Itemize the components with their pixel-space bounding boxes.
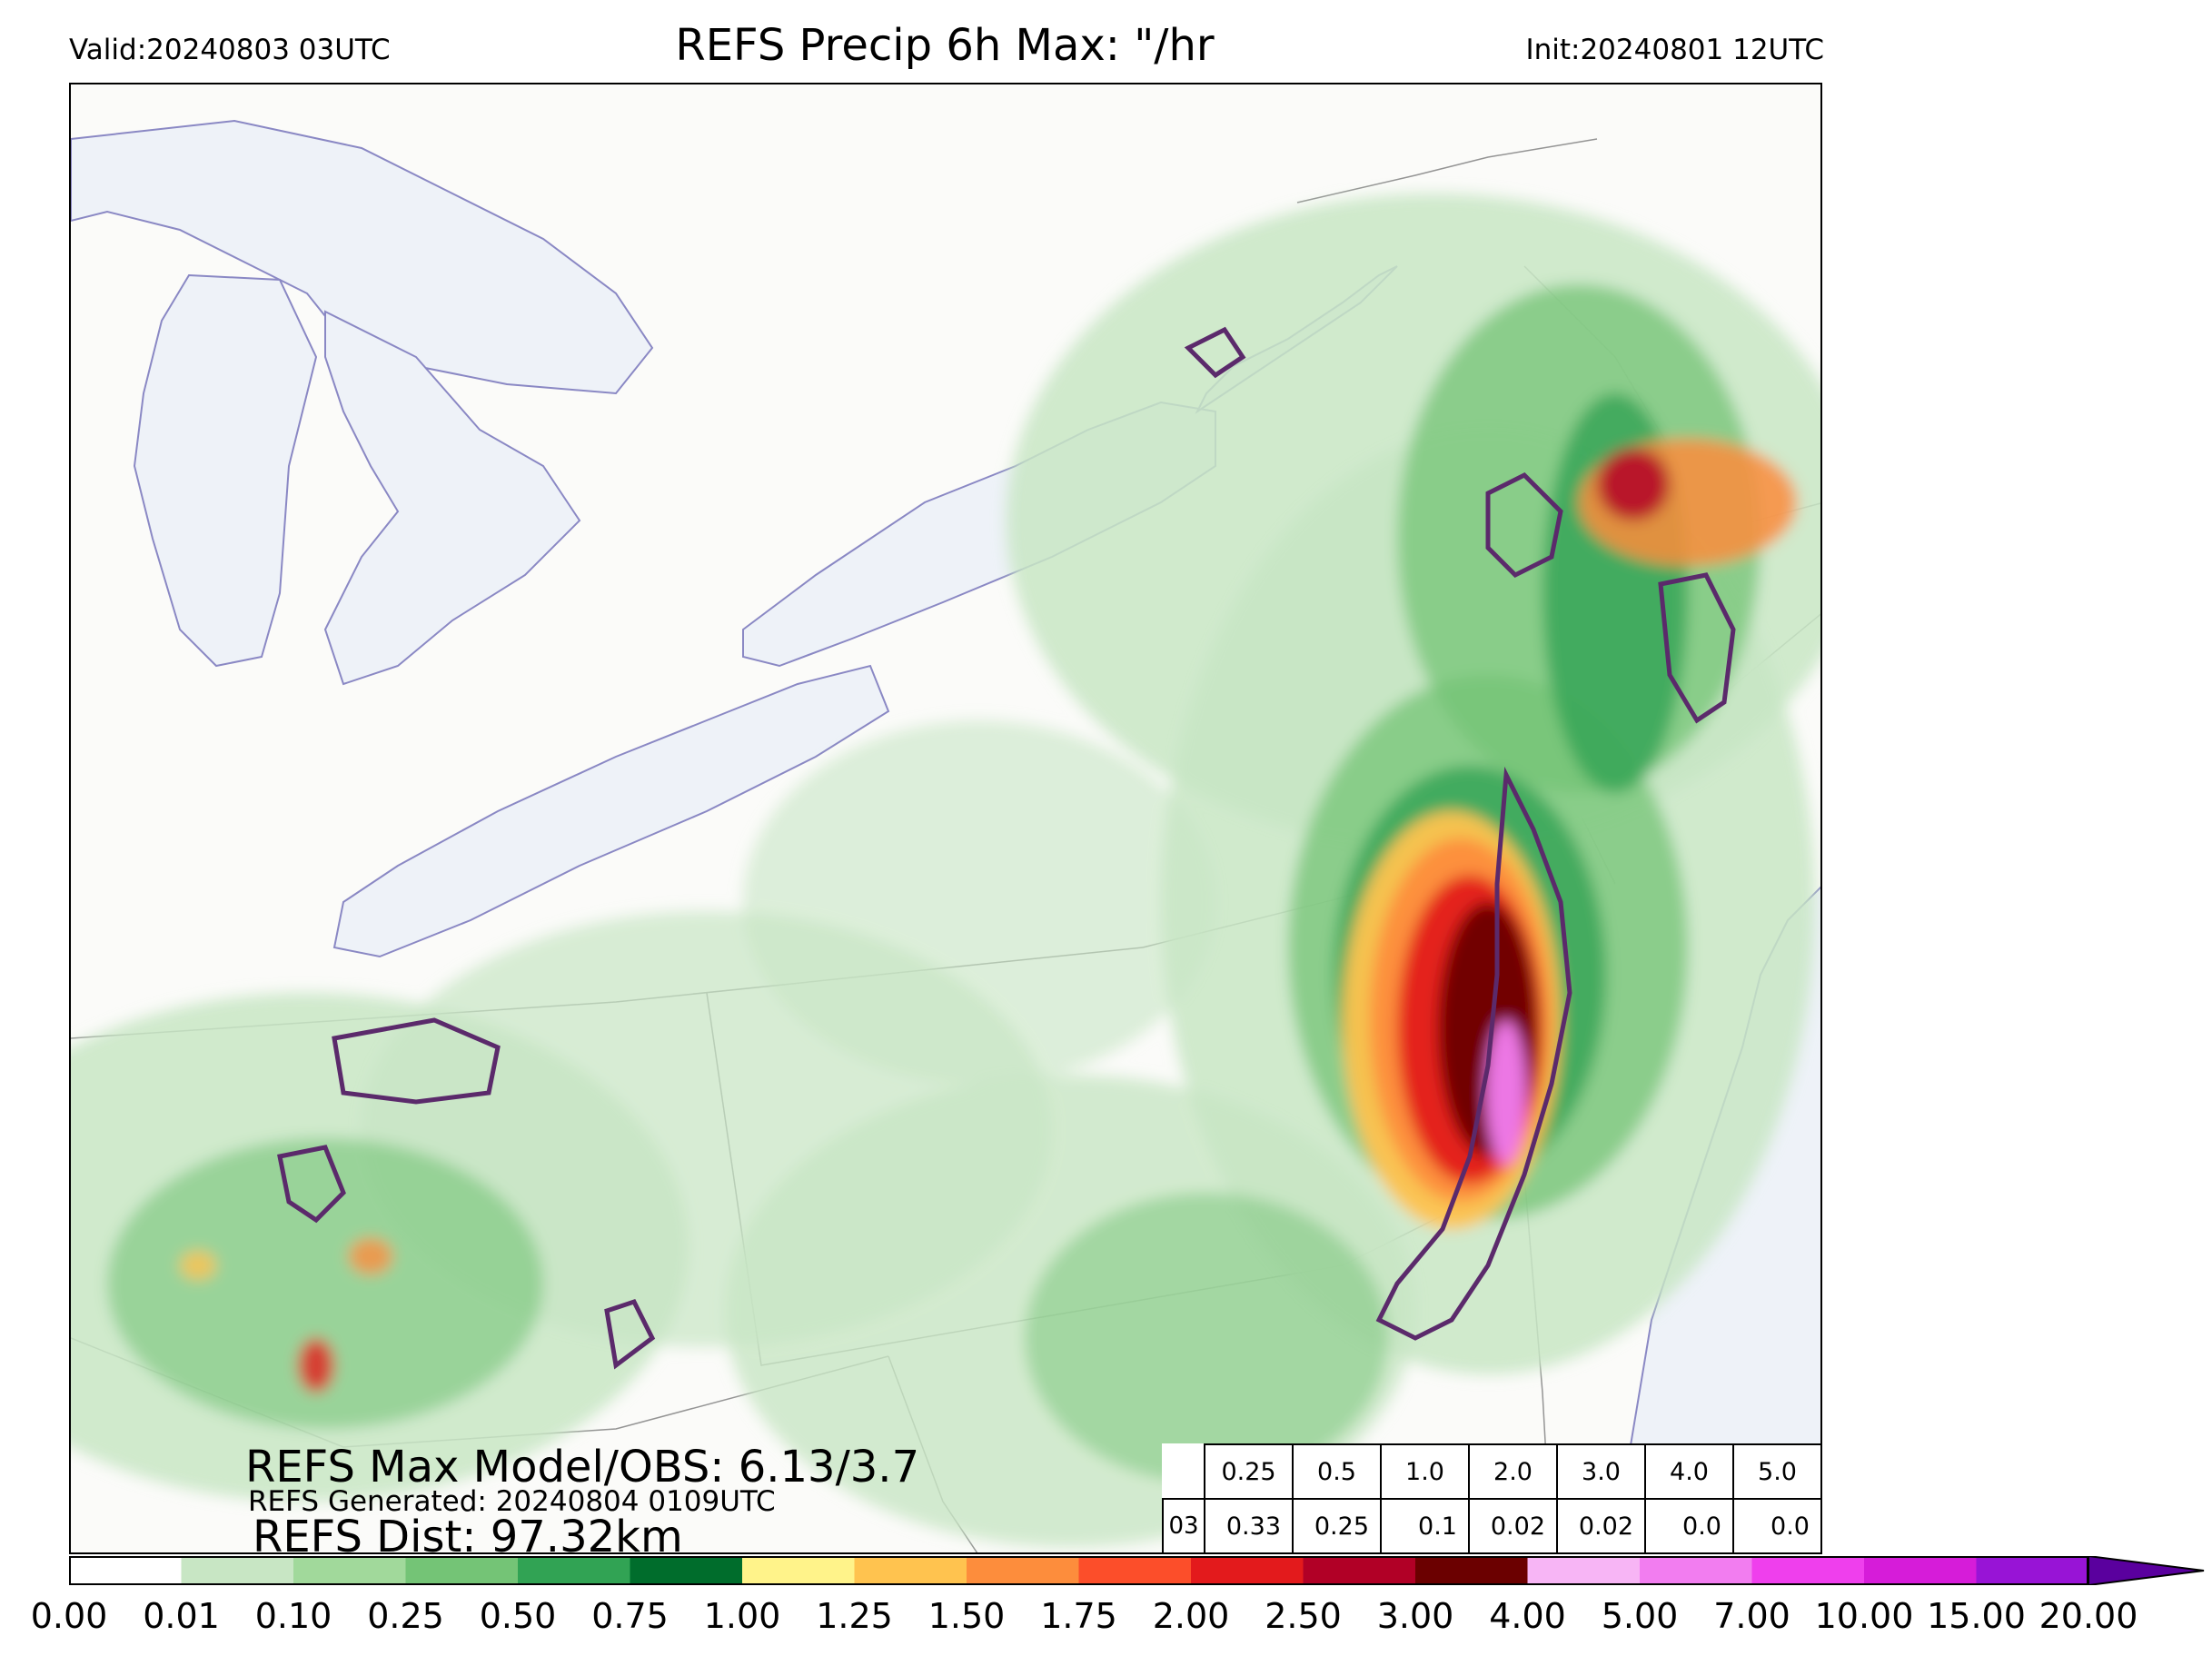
colorbar-tick-label: 0.25: [367, 1596, 444, 1636]
hour-cell: 03: [1162, 1498, 1205, 1552]
colorbar-segment: [854, 1556, 967, 1585]
colorbar-segment: [1303, 1556, 1415, 1585]
threshold-cell: 5.0: [1732, 1443, 1820, 1500]
colorbar-segment: [405, 1556, 518, 1585]
value-cell: 0.33: [1204, 1498, 1294, 1552]
colorbar-tick-label: 0.50: [479, 1596, 557, 1636]
colorbar-tick-label: 2.00: [1152, 1596, 1230, 1636]
map-graphic: [71, 119, 1820, 1552]
generated-label: REFS Generated: 20240804 0109UTC: [248, 1485, 776, 1518]
value-cell: 0.1: [1380, 1498, 1470, 1552]
value-cell: 0.25: [1292, 1498, 1382, 1552]
valid-time-label: Valid:20240803 03UTC: [69, 34, 391, 66]
colorbar-tick-label: 1.00: [703, 1596, 781, 1636]
lake-superior: [71, 119, 654, 395]
init-time-label: Init:20240801 12UTC: [1525, 34, 1824, 66]
colorbar-tick-label: 15.00: [1927, 1596, 2026, 1636]
colorbar-tick-label: 1.75: [1040, 1596, 1117, 1636]
precip-map: REFS Max Model/OBS: 6.13/3.7 REFS Genera…: [69, 83, 1822, 1554]
colorbar-tick-label: 0.00: [30, 1596, 108, 1636]
table-corner: [1163, 1444, 1205, 1499]
max-model-obs-label: REFS Max Model/OBS: 6.13/3.7: [245, 1442, 920, 1492]
value-cell: 0.0: [1732, 1498, 1820, 1552]
colorbar-segment: [1976, 1556, 2088, 1585]
chart-title: REFS Precip 6h Max: "/hr: [675, 20, 1215, 71]
colorbar-tick-label: 10.00: [1814, 1596, 1914, 1636]
colorbar-segment: [1751, 1556, 1864, 1585]
colorbar-segment: [1527, 1556, 1640, 1585]
colorbar-tick-label: 2.50: [1265, 1596, 1342, 1636]
colorbar-segment: [1415, 1556, 1528, 1585]
precip-shading: [71, 193, 1820, 1547]
threshold-cell: 4.0: [1644, 1443, 1734, 1500]
colorbar-segment: [69, 1556, 182, 1585]
threshold-cell: 0.5: [1292, 1443, 1382, 1500]
obs-contours: [277, 326, 1736, 1370]
value-cell: 0.02: [1468, 1498, 1558, 1552]
probability-table: 0.25 0.5 1.0 2.0 3.0 4.0 5.0 03 0.33 0.2…: [1162, 1443, 1820, 1552]
colorbar-segment: [1640, 1556, 1752, 1585]
colorbar-segment: [293, 1556, 406, 1585]
colorbar-tick-label: 0.10: [254, 1596, 332, 1636]
colorbar-tick-label: 0.75: [591, 1596, 669, 1636]
colorbar-tick-label: 1.50: [927, 1596, 1006, 1636]
threshold-cell: 1.0: [1380, 1443, 1470, 1500]
value-row: 03 0.33 0.25 0.1 0.02 0.02 0.0 0.0: [1162, 1498, 1820, 1552]
lake-erie: [332, 664, 890, 958]
threshold-cell: 0.25: [1204, 1443, 1294, 1500]
threshold-row: 0.25 0.5 1.0 2.0 3.0 4.0 5.0: [1163, 1443, 1820, 1500]
colorbar-tick-label: 5.00: [1601, 1596, 1679, 1636]
colorbar-tick-label: 0.01: [143, 1596, 220, 1636]
value-cell: 0.0: [1644, 1498, 1734, 1552]
colorbar: [69, 1556, 2205, 1585]
colorbar-segment: [630, 1556, 742, 1585]
threshold-cell: 2.0: [1468, 1443, 1558, 1500]
colorbar-segment: [181, 1556, 293, 1585]
colorbar-tick-label: 1.25: [816, 1596, 893, 1636]
colorbar-segment: [1864, 1556, 1977, 1585]
colorbar-outline: [69, 1556, 2088, 1585]
colorbar-labels: 0.00 0.01 0.10 0.25 0.50 0.75 1.00 1.25 1.50 1.75…: [0, 1599, 2212, 1644]
colorbar-extend-arrow: [2088, 1556, 2205, 1585]
colorbar-segment: [1191, 1556, 1304, 1585]
colorbar-segment: [1078, 1556, 1191, 1585]
colorbar-tick-label: 4.00: [1489, 1596, 1566, 1636]
value-cell: 0.02: [1556, 1498, 1646, 1552]
colorbar-tick-label: 20.00: [2038, 1596, 2138, 1636]
colorbar-tick-label: 3.00: [1376, 1596, 1454, 1636]
lake-huron: [323, 310, 581, 686]
colorbar-segment: [967, 1556, 1079, 1585]
distance-label: REFS Dist: 97.32km: [253, 1512, 683, 1554]
colorbar-segment: [742, 1556, 855, 1585]
colorbar-segment: [518, 1556, 630, 1585]
threshold-cell: 3.0: [1556, 1443, 1646, 1500]
lake-michigan: [133, 273, 318, 668]
colorbar-tick-label: 7.00: [1713, 1596, 1790, 1636]
